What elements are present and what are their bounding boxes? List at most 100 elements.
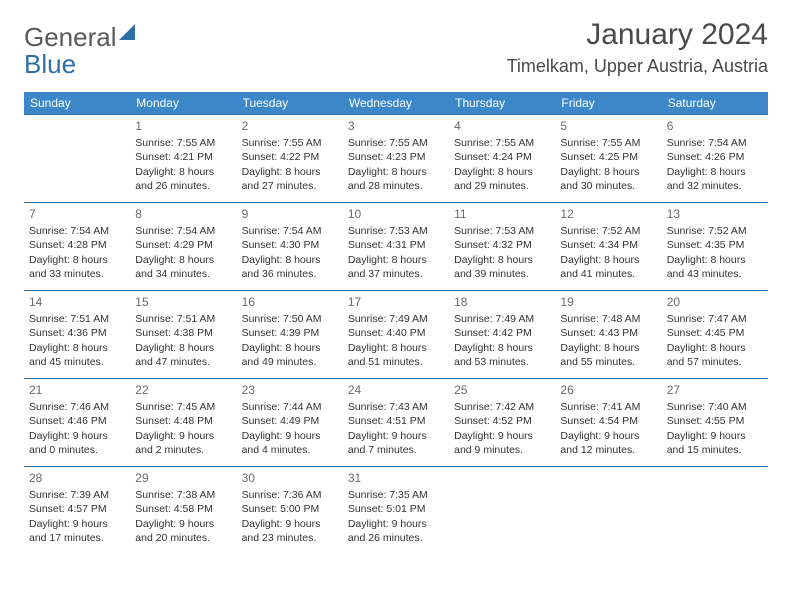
daylight2-text: and 39 minutes. (454, 267, 550, 281)
day-number: 1 (135, 118, 231, 134)
sunrise-text: Sunrise: 7:51 AM (29, 312, 125, 326)
sunrise-text: Sunrise: 7:55 AM (560, 136, 656, 150)
sunset-text: Sunset: 5:00 PM (242, 502, 338, 516)
daylight1-text: Daylight: 9 hours (29, 517, 125, 531)
daylight2-text: and 47 minutes. (135, 355, 231, 369)
day-cell: 31Sunrise: 7:35 AMSunset: 5:01 PMDayligh… (343, 467, 449, 555)
day-cell: 7Sunrise: 7:54 AMSunset: 4:28 PMDaylight… (24, 203, 130, 291)
day-number: 4 (454, 118, 550, 134)
sunrise-text: Sunrise: 7:47 AM (667, 312, 763, 326)
sunrise-text: Sunrise: 7:40 AM (667, 400, 763, 414)
daylight2-text: and 20 minutes. (135, 531, 231, 545)
day-cell: 1 Sunrise: 7:55 AMSunset: 4:21 PMDaylight… (130, 115, 236, 203)
sunset-text: Sunset: 4:57 PM (29, 502, 125, 516)
week-row: 21Sunrise: 7:46 AMSunset: 4:46 PMDayligh… (24, 379, 768, 467)
daylight2-text: and 4 minutes. (242, 443, 338, 457)
sail-icon (119, 24, 135, 40)
daylight2-text: and 27 minutes. (242, 179, 338, 193)
daylight2-text: and 45 minutes. (29, 355, 125, 369)
daylight2-text: and 43 minutes. (667, 267, 763, 281)
sunrise-text: Sunrise: 7:35 AM (348, 488, 444, 502)
day-cell: 21Sunrise: 7:46 AMSunset: 4:46 PMDayligh… (24, 379, 130, 467)
day-cell: 13Sunrise: 7:52 AMSunset: 4:35 PMDayligh… (662, 203, 768, 291)
day-cell: 20Sunrise: 7:47 AMSunset: 4:45 PMDayligh… (662, 291, 768, 379)
day-cell: 12Sunrise: 7:52 AMSunset: 4:34 PMDayligh… (555, 203, 661, 291)
day-number: 29 (135, 470, 231, 486)
day-number: 22 (135, 382, 231, 398)
daylight2-text: and 9 minutes. (454, 443, 550, 457)
sunrise-text: Sunrise: 7:39 AM (29, 488, 125, 502)
daylight2-text: and 32 minutes. (667, 179, 763, 193)
weekday-header: Saturday (662, 92, 768, 115)
daylight2-text: and 33 minutes. (29, 267, 125, 281)
day-number: 5 (560, 118, 656, 134)
daylight1-text: Daylight: 9 hours (135, 429, 231, 443)
sunset-text: Sunset: 4:21 PM (135, 150, 231, 164)
day-number: 25 (454, 382, 550, 398)
sunset-text: Sunset: 4:22 PM (242, 150, 338, 164)
sunrise-text: Sunrise: 7:55 AM (135, 136, 231, 150)
day-cell: 4Sunrise: 7:55 AMSunset: 4:24 PMDaylight… (449, 115, 555, 203)
day-number: 3 (348, 118, 444, 134)
daylight1-text: Daylight: 8 hours (667, 253, 763, 267)
day-number: 17 (348, 294, 444, 310)
daylight1-text: Daylight: 8 hours (135, 165, 231, 179)
sunrise-text: Sunrise: 7:42 AM (454, 400, 550, 414)
sunrise-text: Sunrise: 7:54 AM (135, 224, 231, 238)
daylight2-text: and 26 minutes. (135, 179, 231, 193)
day-cell: 17Sunrise: 7:49 AMSunset: 4:40 PMDayligh… (343, 291, 449, 379)
sunset-text: Sunset: 4:45 PM (667, 326, 763, 340)
sunset-text: Sunset: 4:51 PM (348, 414, 444, 428)
daylight2-text: and 28 minutes. (348, 179, 444, 193)
daylight1-text: Daylight: 9 hours (242, 517, 338, 531)
daylight1-text: Daylight: 8 hours (242, 253, 338, 267)
sunrise-text: Sunrise: 7:49 AM (454, 312, 550, 326)
daylight1-text: Daylight: 8 hours (560, 341, 656, 355)
calendar-body: 1Sunrise: 7:55 AMSunset: 4:21 PMDaylight… (24, 115, 768, 555)
day-number: 21 (29, 382, 125, 398)
sunrise-text: Sunrise: 7:46 AM (29, 400, 125, 414)
logo: General Blue (24, 18, 135, 78)
sunset-text: Sunset: 4:36 PM (29, 326, 125, 340)
day-cell: 10Sunrise: 7:53 AMSunset: 4:31 PMDayligh… (343, 203, 449, 291)
day-number: 6 (667, 118, 763, 134)
sunset-text: Sunset: 4:29 PM (135, 238, 231, 252)
sunrise-text: Sunrise: 7:44 AM (242, 400, 338, 414)
sunset-text: Sunset: 4:52 PM (454, 414, 550, 428)
daylight2-text: and 29 minutes. (454, 179, 550, 193)
day-number: 28 (29, 470, 125, 486)
sunrise-text: Sunrise: 7:54 AM (667, 136, 763, 150)
daylight1-text: Daylight: 9 hours (348, 517, 444, 531)
sunset-text: Sunset: 4:23 PM (348, 150, 444, 164)
sunset-text: Sunset: 4:58 PM (135, 502, 231, 516)
day-cell: 26Sunrise: 7:41 AMSunset: 4:54 PMDayligh… (555, 379, 661, 467)
day-cell: 16Sunrise: 7:50 AMSunset: 4:39 PMDayligh… (237, 291, 343, 379)
daylight1-text: Daylight: 9 hours (667, 429, 763, 443)
daylight1-text: Daylight: 8 hours (135, 341, 231, 355)
day-cell: 5Sunrise: 7:55 AMSunset: 4:25 PMDaylight… (555, 115, 661, 203)
daylight1-text: Daylight: 8 hours (29, 341, 125, 355)
daylight2-text: and 0 minutes. (29, 443, 125, 457)
sunrise-text: Sunrise: 7:52 AM (667, 224, 763, 238)
daylight2-text: and 15 minutes. (667, 443, 763, 457)
daylight1-text: Daylight: 9 hours (348, 429, 444, 443)
daylight2-text: and 17 minutes. (29, 531, 125, 545)
sunset-text: Sunset: 4:30 PM (242, 238, 338, 252)
day-cell: 2Sunrise: 7:55 AMSunset: 4:22 PMDaylight… (237, 115, 343, 203)
day-number: 27 (667, 382, 763, 398)
daylight2-text: and 57 minutes. (667, 355, 763, 369)
week-row: 28Sunrise: 7:39 AMSunset: 4:57 PMDayligh… (24, 467, 768, 555)
empty-cell (555, 467, 661, 555)
day-cell: 18Sunrise: 7:49 AMSunset: 4:42 PMDayligh… (449, 291, 555, 379)
daylight1-text: Daylight: 8 hours (454, 253, 550, 267)
sunset-text: Sunset: 4:43 PM (560, 326, 656, 340)
weekday-header: Wednesday (343, 92, 449, 115)
sunrise-text: Sunrise: 7:48 AM (560, 312, 656, 326)
sunrise-text: Sunrise: 7:52 AM (560, 224, 656, 238)
empty-cell (449, 467, 555, 555)
day-number: 16 (242, 294, 338, 310)
daylight1-text: Daylight: 9 hours (560, 429, 656, 443)
daylight1-text: Daylight: 9 hours (29, 429, 125, 443)
weekday-row: SundayMondayTuesdayWednesdayThursdayFrid… (24, 92, 768, 115)
day-number: 13 (667, 206, 763, 222)
